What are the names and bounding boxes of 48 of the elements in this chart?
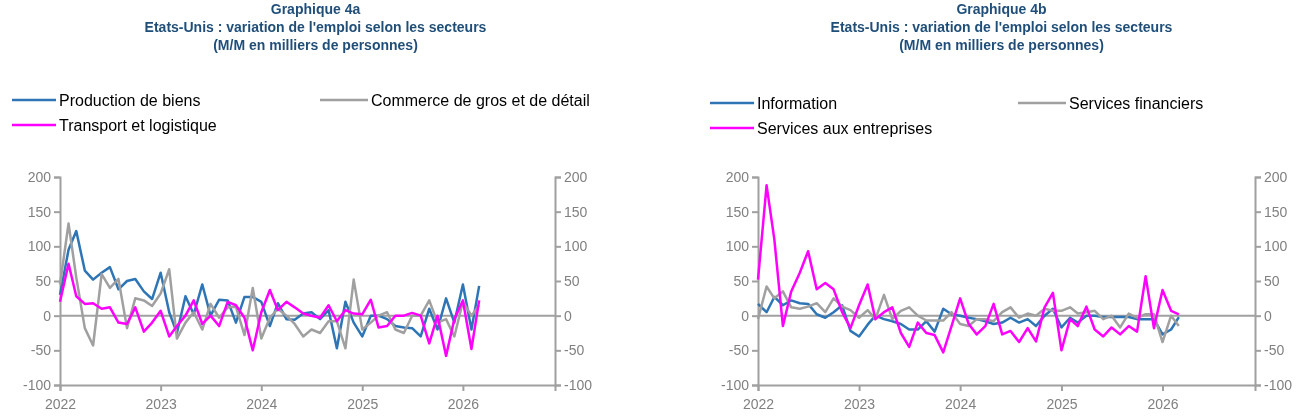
x-tick-label: 2023 — [145, 396, 177, 413]
legend-label: Transport et logistique — [59, 117, 217, 134]
x-tick-label: 2026 — [1147, 396, 1179, 413]
y-tick-label: 50 — [35, 272, 52, 289]
y-tick-label: 50 — [733, 272, 750, 289]
y2-tick-label: -50 — [1264, 342, 1285, 359]
x-tick-label: 2024 — [945, 396, 977, 413]
legend-label: Production de biens — [59, 92, 201, 109]
y-tick-label: 200 — [725, 168, 750, 185]
y-tick-label: -100 — [22, 376, 52, 393]
y-tick-label: 200 — [27, 168, 52, 185]
y-tick-label: 0 — [741, 307, 750, 324]
y-tick-label: 100 — [27, 238, 52, 255]
chart-title: Graphique 4a — [270, 1, 361, 17]
y-tick-label: -50 — [30, 342, 52, 359]
legend-label: Commerce de gros et de détail — [371, 92, 590, 109]
x-tick-label: 2023 — [843, 396, 876, 413]
y2-tick-label: -100 — [564, 376, 593, 393]
y2-tick-label: 50 — [1264, 272, 1280, 289]
y2-tick-label: 200 — [564, 168, 588, 185]
legend-label: Services financiers — [1069, 95, 1204, 112]
y2-tick-label: 50 — [564, 272, 580, 289]
y-tick-label: 150 — [725, 203, 750, 220]
y2-tick-label: 100 — [1264, 238, 1288, 255]
chart-subtitle: Etats-Unis : variation de l'emploi selon les secteurs (M/M en milliers de personnes) — [144, 19, 487, 53]
y2-tick-label: 200 — [1264, 168, 1288, 185]
y2-tick-label: -100 — [1264, 376, 1293, 393]
y-tick-label: 0 — [43, 307, 52, 324]
x-tick-label: 2025 — [1046, 396, 1078, 413]
y-tick-label: 150 — [27, 203, 52, 220]
x-tick-label: 2022 — [742, 396, 775, 413]
y2-tick-label: 100 — [564, 238, 588, 255]
chart-subtitle: Etats-Unis : variation de l'emploi selon les secteurs (M/M en milliers de personnes) — [830, 19, 1173, 53]
x-tick-label: 2024 — [246, 396, 278, 413]
chart-title: Graphique 4b — [956, 1, 1047, 17]
x-tick-label: 2025 — [347, 396, 379, 413]
y2-tick-label: 150 — [564, 203, 588, 220]
y2-tick-label: 150 — [1264, 203, 1288, 220]
legend-label: Information — [757, 95, 838, 112]
x-tick-label: 2022 — [44, 396, 77, 413]
y2-tick-label: -50 — [564, 342, 585, 359]
y2-tick-label: 0 — [564, 307, 572, 324]
x-tick-label: 2026 — [447, 396, 480, 413]
legend-label: Services aux entreprises — [757, 120, 933, 137]
y-tick-label: 100 — [725, 238, 750, 255]
y-tick-label: -50 — [728, 342, 750, 359]
y-tick-label: -100 — [720, 376, 750, 393]
y2-tick-label: 0 — [1264, 307, 1272, 324]
